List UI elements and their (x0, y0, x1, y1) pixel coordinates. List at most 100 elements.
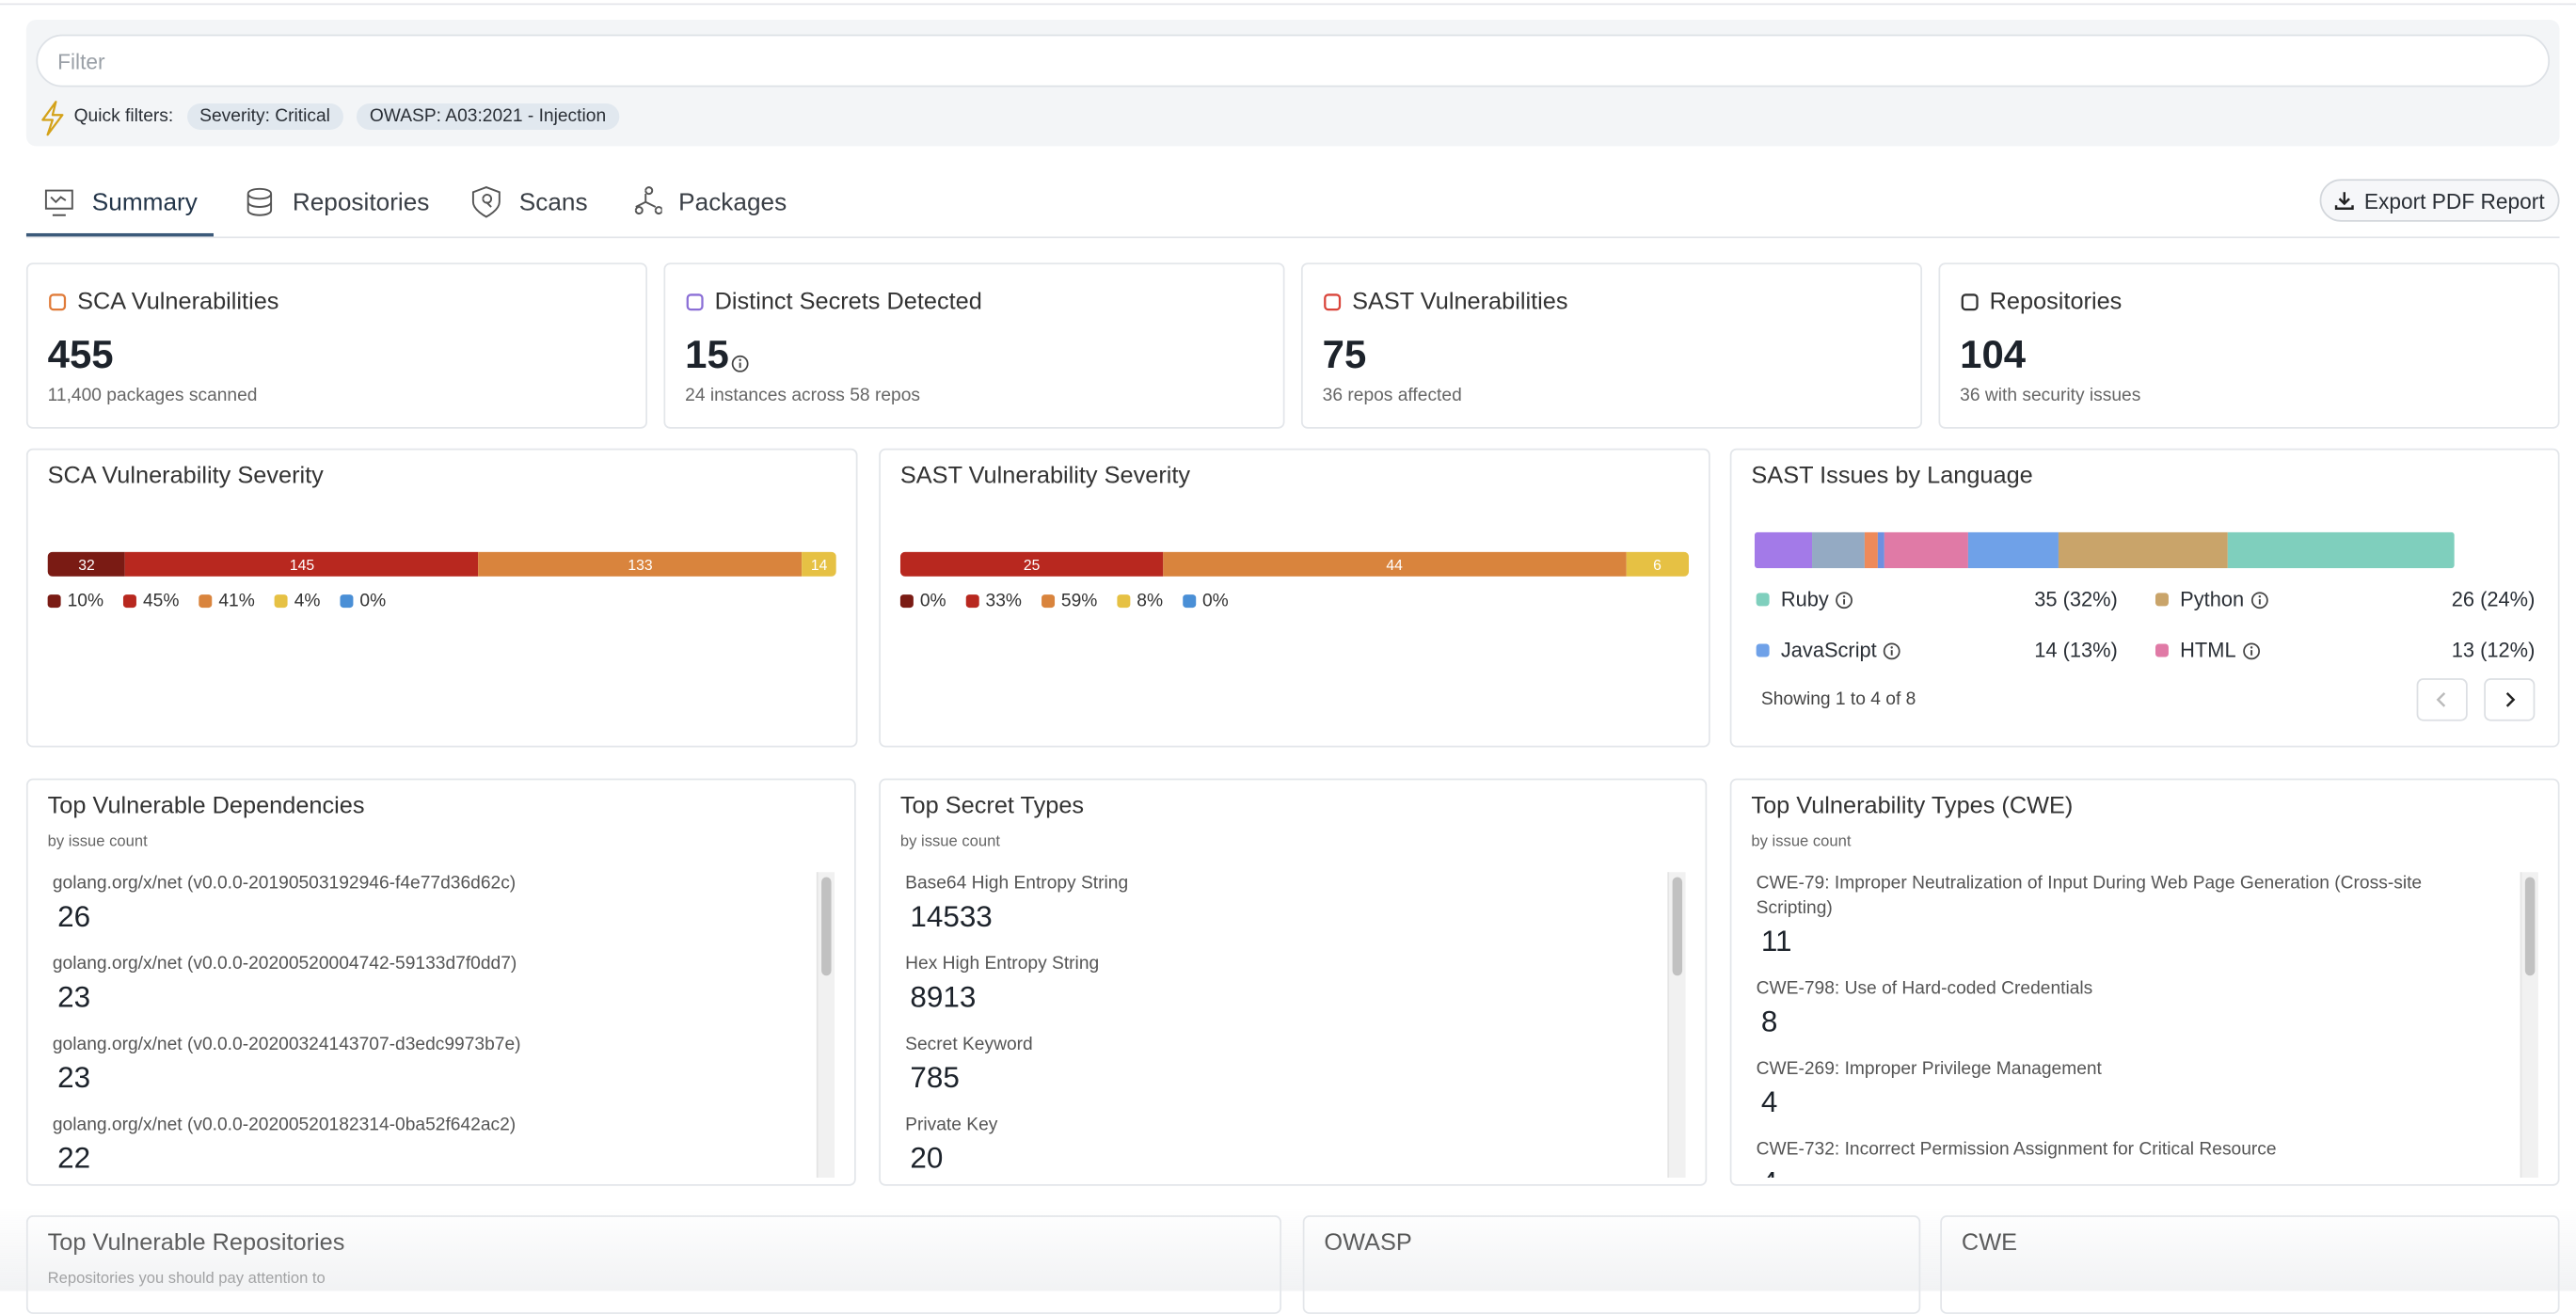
stat-title: SCA Vulnerabilities (77, 289, 279, 316)
stat-icon-shape (49, 293, 67, 311)
segment-label: 145 (289, 556, 315, 573)
bar-segment: 25 (899, 551, 1164, 577)
segment-label: 25 (1023, 556, 1041, 573)
tab-icon (44, 189, 73, 216)
legend: 10% 45% 41% 4% 0% (47, 591, 387, 611)
tab-label: Scans (518, 187, 588, 216)
item-count: 22 (57, 1141, 91, 1175)
language-swatch (2155, 593, 2169, 607)
item-label: Base64 High Entropy String (905, 873, 1129, 894)
language-swatch (1756, 593, 1770, 607)
stat-title: Distinct Secrets Detected (714, 289, 982, 316)
legend-swatch (123, 594, 136, 609)
scrollbar-thumb[interactable] (821, 877, 832, 976)
card-title: SAST Issues by Language (1751, 463, 2033, 490)
legend-item: 0% (1183, 592, 1229, 611)
scrollbar-track (2520, 872, 2538, 1179)
list-item: CWE-732: Incorrect Permission Assignment… (1751, 1138, 2537, 1178)
stat-icon-shape (1324, 293, 1342, 311)
filter-input[interactable]: Filter (36, 34, 2551, 87)
card-subtitle: by issue count (1751, 832, 1852, 851)
legend-label: 0% (919, 591, 946, 611)
info-dot (2250, 645, 2253, 648)
list-card: Top Vulnerable Dependencies by issue coun… (25, 778, 856, 1186)
info-icon (1884, 641, 1901, 659)
next-page-button[interactable] (2484, 678, 2536, 721)
legend-swatch (340, 594, 354, 609)
stat-note: 36 with security issues (1960, 386, 2141, 406)
info-dot (1891, 645, 1894, 648)
bar-segment: 6 (1625, 551, 1690, 577)
stacked-bar: 32 145 133 14 (47, 551, 836, 577)
legend-swatch (274, 594, 288, 609)
language-row: JavaScript 14 (13%) (1756, 639, 2118, 662)
info-dot (739, 358, 741, 361)
lightning-icon (41, 101, 64, 136)
language-name: Python (2180, 588, 2245, 611)
legend-swatch (965, 594, 979, 609)
legend-swatch (1041, 594, 1055, 609)
item-label: Secret Keyword (905, 1035, 1033, 1055)
tab[interactable]: Summary (42, 185, 198, 218)
download-icon (2334, 192, 2354, 210)
tab[interactable]: Packages (629, 185, 787, 218)
tab-label: Summary (91, 187, 198, 216)
legend-label: 10% (67, 591, 104, 611)
language-segment (1812, 531, 1865, 569)
prev-page-button[interactable] (2416, 678, 2468, 721)
list-item: golang.org/x/net (v0.0.0-20200520004742-… (48, 953, 835, 1034)
item-count: 4 (1757, 1163, 2499, 1178)
stat-value: 104 (1960, 333, 2027, 378)
language-count: 13 (2451, 639, 2475, 662)
list-card: Top Secret Types by issue count Base64 Hig… (879, 778, 1708, 1186)
stat-note: 11,400 packages scanned (47, 386, 258, 406)
stat-title: SAST Vulnerabilities (1352, 289, 1568, 316)
item-count: 20 (910, 1141, 944, 1175)
language-row: Python 26 (24%) (2155, 588, 2535, 611)
item-label: golang.org/x/net (v0.0.0-20190503192946-… (52, 873, 517, 894)
segment-label: 14 (810, 556, 828, 573)
item-count: 8913 (910, 980, 977, 1014)
stat-card: SAST Vulnerabilities 75 36 repos affected (1300, 262, 1923, 429)
legend-swatch (1117, 594, 1131, 609)
stat-value: 75 (1322, 333, 1367, 378)
language-segment (2059, 531, 2228, 569)
tab-icon-path (246, 187, 273, 216)
scrollbar-track (816, 872, 835, 1179)
bar-segment: 32 (47, 551, 126, 577)
list-item: CWE-269: Improper Privilege Management 4 (1751, 1058, 2537, 1139)
item-label: golang.org/x/net (v0.0.0-20200324143707-… (52, 1035, 521, 1055)
legend-item: 10% (47, 591, 104, 611)
info-dot (1843, 594, 1846, 597)
item-count: 14533 (910, 899, 993, 933)
export-button[interactable]: Export PDF Report (2319, 179, 2560, 222)
filter-chip[interactable]: Severity: Critical (186, 103, 343, 130)
filter-chip[interactable]: OWASP: A03:2021 - Injection (356, 103, 620, 130)
tab[interactable]: Scans (469, 185, 588, 218)
bar-segment: 14 (802, 551, 836, 577)
info-circle (1836, 591, 1853, 609)
item-count: 4 (1760, 1085, 1778, 1119)
legend-item: 45% (123, 592, 179, 611)
info-icon (731, 355, 749, 372)
stat-icon (49, 293, 67, 311)
item-count: 785 (910, 1061, 960, 1094)
tab-icon (634, 186, 662, 214)
chevron (2436, 692, 2446, 707)
tab-icon-path (634, 186, 662, 214)
item-count: 11 (1760, 925, 1792, 958)
language-count: 14 (2034, 639, 2058, 662)
legend-item: 0% (899, 591, 946, 611)
scrollbar-thumb[interactable] (2524, 877, 2536, 976)
list-scroll: CWE-79: Improper Neutralization of Input… (1751, 872, 2537, 1178)
language-name: JavaScript (1780, 639, 1877, 662)
scrollbar-thumb[interactable] (1672, 877, 1683, 976)
tab-icon-path (471, 186, 501, 218)
list-item: golang.org/x/net (v0.0.0-20200520182314-… (48, 1114, 835, 1178)
list-scroll: golang.org/x/net (v0.0.0-20190503192946-… (48, 872, 835, 1178)
tab[interactable]: Repositories (243, 185, 429, 218)
legend-label: 0% (359, 591, 387, 611)
language-swatch (1756, 643, 1770, 657)
legend-label: 45% (142, 591, 180, 611)
stat-value: 455 (47, 333, 114, 378)
